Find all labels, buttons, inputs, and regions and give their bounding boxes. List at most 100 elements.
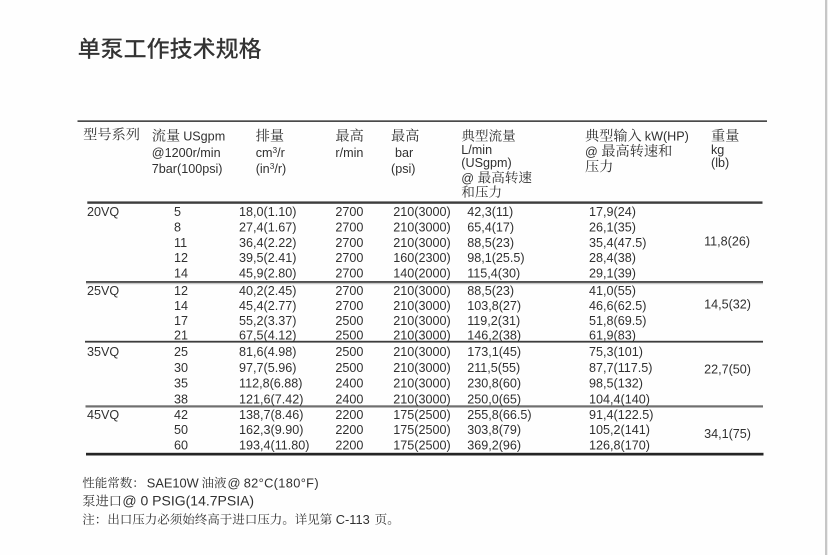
svg-text:210(3000): 210(3000) bbox=[393, 329, 450, 343]
svg-text:115,4(30): 115,4(30) bbox=[467, 267, 520, 281]
svg-text:25: 25 bbox=[174, 345, 188, 359]
svg-text:303,8(79): 303,8(79) bbox=[467, 423, 521, 437]
svg-text:@: @ bbox=[585, 145, 598, 159]
svg-text:2700: 2700 bbox=[335, 236, 363, 250]
svg-text:r/min: r/min bbox=[335, 146, 363, 160]
svg-text:210(3000): 210(3000) bbox=[393, 377, 450, 391]
svg-text:112,8(6.88): 112,8(6.88) bbox=[239, 377, 302, 391]
svg-text:210(3000): 210(3000) bbox=[393, 361, 450, 375]
svg-text:175(2500): 175(2500) bbox=[393, 408, 450, 422]
svg-text:27,4(1.67): 27,4(1.67) bbox=[239, 220, 296, 234]
svg-text:88,5(23): 88,5(23) bbox=[467, 284, 514, 298]
svg-text:91,4(122.5): 91,4(122.5) bbox=[589, 408, 653, 422]
svg-text:39,5(2.41): 39,5(2.41) bbox=[239, 251, 296, 265]
svg-text:81,6(4.98): 81,6(4.98) bbox=[239, 345, 296, 359]
svg-text:12: 12 bbox=[174, 251, 188, 265]
svg-text:14: 14 bbox=[174, 267, 188, 281]
svg-text:(in3/r): (in3/r) bbox=[256, 161, 287, 176]
svg-text:103,8(27): 103,8(27) bbox=[467, 299, 521, 313]
svg-text:20VQ: 20VQ bbox=[87, 205, 119, 219]
svg-text:11: 11 bbox=[174, 236, 187, 250]
svg-text:kW(HP): kW(HP) bbox=[645, 130, 689, 144]
svg-text:12: 12 bbox=[174, 284, 188, 298]
svg-text:162,3(9.90): 162,3(9.90) bbox=[239, 423, 303, 437]
svg-text:210(3000): 210(3000) bbox=[393, 314, 450, 328]
svg-text:2400: 2400 bbox=[335, 392, 363, 406]
svg-text:22,7(50): 22,7(50) bbox=[704, 362, 751, 376]
svg-text:21: 21 bbox=[174, 329, 188, 343]
svg-text:L/min: L/min bbox=[461, 143, 492, 157]
svg-text:2200: 2200 bbox=[335, 423, 363, 437]
svg-text:USgpm: USgpm bbox=[183, 130, 225, 144]
svg-text:25VQ: 25VQ bbox=[87, 284, 119, 298]
svg-text:SAE10W: SAE10W bbox=[147, 475, 200, 490]
svg-text:160(2300): 160(2300) bbox=[393, 251, 450, 265]
svg-text:@: @ bbox=[228, 475, 241, 490]
svg-text:@1200r/min: @1200r/min bbox=[152, 146, 221, 160]
svg-text:40,2(2.45): 40,2(2.45) bbox=[239, 284, 296, 298]
svg-text:26,1(35): 26,1(35) bbox=[589, 220, 636, 234]
svg-text:29,1(39): 29,1(39) bbox=[589, 267, 636, 281]
svg-text:210(3000): 210(3000) bbox=[393, 205, 450, 219]
svg-text:2700: 2700 bbox=[335, 251, 363, 265]
svg-text:104,4(140): 104,4(140) bbox=[589, 392, 650, 406]
svg-text:@: @ bbox=[461, 171, 474, 185]
svg-text:2500: 2500 bbox=[335, 361, 363, 375]
svg-text:98,1(25.5): 98,1(25.5) bbox=[467, 251, 524, 265]
svg-text:193,4(11.80): 193,4(11.80) bbox=[239, 439, 309, 453]
svg-text:2700: 2700 bbox=[335, 220, 363, 234]
svg-text:61,9(83): 61,9(83) bbox=[589, 329, 636, 343]
svg-text:98,5(132): 98,5(132) bbox=[589, 377, 643, 391]
svg-text:2700: 2700 bbox=[335, 205, 363, 219]
svg-text:250,0(65): 250,0(65) bbox=[467, 392, 521, 406]
svg-text:2200: 2200 bbox=[335, 408, 363, 422]
svg-text:210(3000): 210(3000) bbox=[393, 392, 450, 406]
svg-text:2700: 2700 bbox=[335, 284, 363, 298]
svg-text:211,5(55): 211,5(55) bbox=[467, 361, 520, 375]
svg-text:41,0(55): 41,0(55) bbox=[589, 284, 636, 298]
svg-text:105,2(141): 105,2(141) bbox=[589, 423, 650, 437]
svg-text:42: 42 bbox=[174, 408, 188, 422]
svg-text:67,5(4.12): 67,5(4.12) bbox=[239, 329, 296, 343]
svg-text:18,0(1.10): 18,0(1.10) bbox=[239, 205, 296, 219]
svg-text:87,7(117.5): 87,7(117.5) bbox=[589, 361, 652, 375]
svg-text:kg: kg bbox=[711, 143, 724, 157]
svg-text:@ 0 PSIG(14.7PSIA): @ 0 PSIG(14.7PSIA) bbox=[122, 493, 254, 509]
svg-text:255,8(66.5): 255,8(66.5) bbox=[467, 408, 531, 422]
svg-text:88,5(23): 88,5(23) bbox=[467, 236, 514, 250]
svg-text:35VQ: 35VQ bbox=[87, 345, 119, 359]
svg-text:bar: bar bbox=[395, 146, 413, 160]
svg-text:(USgpm): (USgpm) bbox=[461, 156, 511, 170]
svg-text:(psi): (psi) bbox=[391, 162, 416, 176]
svg-text:C-113: C-113 bbox=[336, 512, 370, 527]
svg-text:7bar(100psi): 7bar(100psi) bbox=[152, 162, 223, 176]
svg-text:42,3(11): 42,3(11) bbox=[467, 205, 513, 219]
svg-text:175(2500): 175(2500) bbox=[393, 423, 450, 437]
svg-text:34,1(75): 34,1(75) bbox=[704, 427, 751, 441]
svg-text:45,9(2.80): 45,9(2.80) bbox=[239, 267, 296, 281]
svg-text:121,6(7.42): 121,6(7.42) bbox=[239, 392, 303, 406]
svg-text:82°C(180°F): 82°C(180°F) bbox=[244, 475, 319, 490]
svg-text:146,2(38): 146,2(38) bbox=[467, 329, 521, 343]
svg-text:11,8(26): 11,8(26) bbox=[704, 234, 750, 248]
svg-text:46,6(62.5): 46,6(62.5) bbox=[589, 299, 646, 313]
svg-text:45,4(2.77): 45,4(2.77) bbox=[239, 299, 296, 313]
svg-text:138,7(8.46): 138,7(8.46) bbox=[239, 408, 303, 422]
svg-text:17,9(24): 17,9(24) bbox=[589, 205, 636, 219]
svg-text:210(3000): 210(3000) bbox=[393, 299, 450, 313]
svg-text:35: 35 bbox=[174, 377, 188, 391]
svg-text:210(3000): 210(3000) bbox=[393, 284, 450, 298]
svg-text:2500: 2500 bbox=[335, 314, 363, 328]
svg-text:14,5(32): 14,5(32) bbox=[704, 298, 751, 312]
svg-text:369,2(96): 369,2(96) bbox=[467, 439, 521, 453]
svg-text:210(3000): 210(3000) bbox=[393, 236, 450, 250]
svg-text:14: 14 bbox=[174, 299, 188, 313]
svg-text:35,4(47.5): 35,4(47.5) bbox=[589, 236, 646, 250]
svg-text:173,1(45): 173,1(45) bbox=[467, 345, 521, 359]
svg-text:17: 17 bbox=[174, 314, 188, 328]
svg-text:97,7(5.96): 97,7(5.96) bbox=[239, 361, 296, 375]
svg-text:230,8(60): 230,8(60) bbox=[467, 377, 521, 391]
svg-text:2200: 2200 bbox=[335, 439, 363, 453]
svg-text:210(3000): 210(3000) bbox=[393, 345, 450, 359]
svg-text:5: 5 bbox=[174, 205, 181, 219]
